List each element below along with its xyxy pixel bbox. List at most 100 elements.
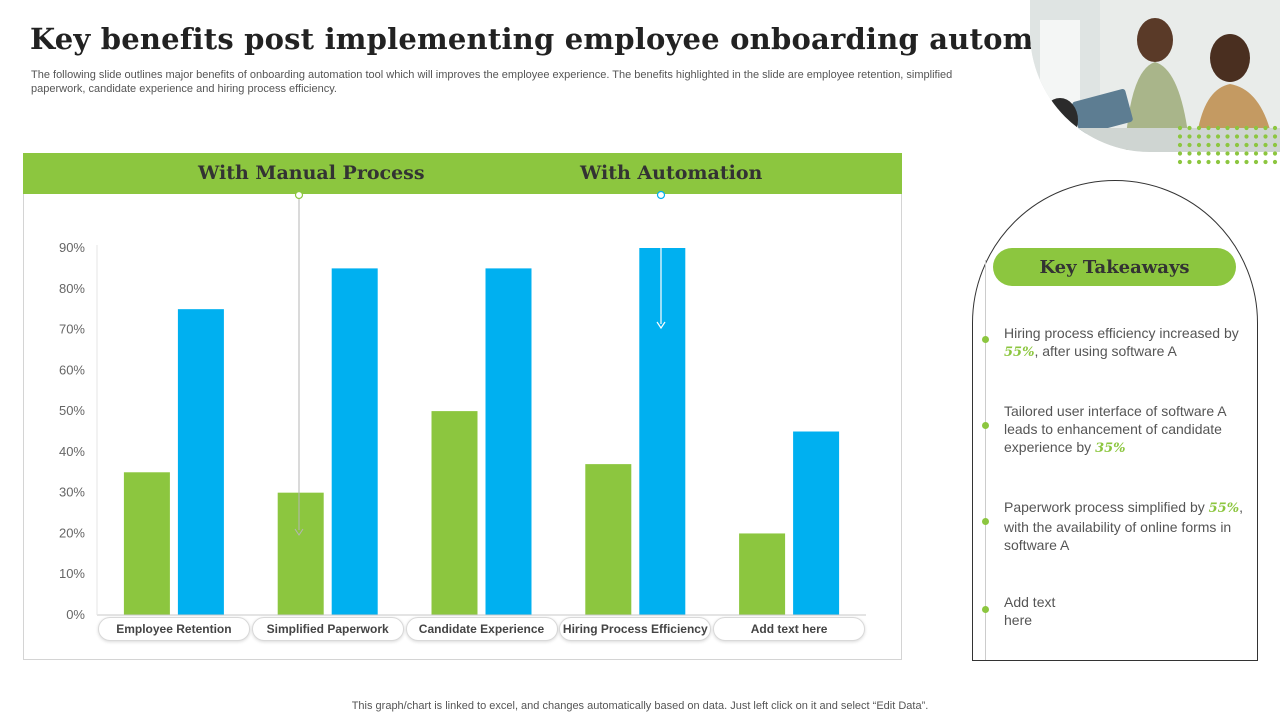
bar-automation[interactable] (177, 309, 224, 615)
bar-manual[interactable] (585, 464, 632, 615)
decor-dot (1206, 125, 1211, 131)
decor-dot (1196, 159, 1202, 165)
takeaway-percent: 35% (1095, 441, 1126, 456)
y-tick-label: 60% (59, 362, 85, 377)
bar-manual[interactable] (123, 472, 170, 615)
decor-dot (1177, 134, 1183, 139)
x-category-label: Add text here (713, 617, 866, 641)
decor-dot (1215, 125, 1221, 131)
decor-dot (1263, 134, 1268, 139)
takeaway-item-4[interactable]: Add text here (1004, 594, 1056, 628)
takeaway-bullet (982, 422, 989, 429)
x-category-label: Employee Retention (97, 617, 250, 641)
decor-dot (1187, 159, 1192, 165)
decor-dot (1244, 159, 1249, 165)
decor-dot (1225, 151, 1230, 156)
dot-pattern-decoration (1177, 125, 1278, 165)
decor-dot (1187, 125, 1192, 131)
x-category-label: Candidate Experience (405, 617, 558, 641)
decor-dot (1244, 151, 1249, 156)
chart-legend-band (23, 153, 902, 194)
decor-dot (1253, 134, 1259, 139)
takeaway-percent: 55% (1004, 345, 1035, 360)
decor-dot (1177, 151, 1183, 156)
legend-manual-process: With Manual Process (198, 162, 425, 184)
decor-dot (1244, 142, 1249, 148)
decor-dot (1234, 151, 1240, 156)
bar-manual[interactable] (739, 533, 786, 615)
y-tick-label: 40% (59, 444, 85, 459)
bar-manual[interactable] (277, 492, 324, 615)
takeaway-percent: 55% (1208, 501, 1240, 516)
decor-dot (1215, 151, 1221, 156)
decor-dot (1187, 142, 1192, 148)
decor-dot (1263, 159, 1268, 165)
decor-dot (1272, 125, 1278, 131)
footnote: This graph/chart is linked to excel, and… (351, 700, 929, 712)
decor-dot (1177, 125, 1183, 131)
y-tick-label: 0% (66, 607, 85, 622)
decor-dot (1263, 125, 1268, 131)
decor-dot (1225, 125, 1230, 131)
bar-automation[interactable] (793, 431, 840, 616)
decor-dot (1244, 125, 1249, 131)
decor-dot (1196, 125, 1202, 131)
decor-dot (1244, 134, 1249, 139)
page-title: Key benefits post implementing employee … (30, 22, 1119, 56)
y-tick-label: 30% (59, 485, 85, 500)
decor-dot (1187, 151, 1192, 156)
decor-dot (1234, 134, 1240, 139)
bar-automation[interactable] (639, 248, 686, 615)
y-tick-label: 50% (59, 403, 85, 418)
legend-connector-automation (656, 190, 666, 330)
bar-automation[interactable] (485, 268, 532, 615)
takeaway-bullet (982, 606, 989, 613)
takeaway-item-3: Paperwork process simplified by 55%, wit… (1004, 499, 1243, 553)
decor-dot (1272, 134, 1278, 139)
y-tick-label: 10% (59, 566, 85, 581)
decor-dot (1234, 159, 1240, 165)
takeaway-item-2: Tailored user interface of software A le… (1004, 403, 1226, 456)
decor-dot (1253, 125, 1259, 131)
decor-dot (1215, 134, 1221, 139)
takeaways-timeline (985, 260, 986, 660)
y-tick-label: 90% (59, 240, 85, 255)
decor-dot (1225, 159, 1230, 165)
x-category-label: Simplified Paperwork (251, 617, 404, 641)
decor-dot (1206, 142, 1211, 148)
decor-dot (1234, 142, 1240, 148)
decor-dot (1272, 142, 1278, 148)
decor-dot (1196, 134, 1202, 139)
legend-connector-manual (294, 190, 304, 536)
takeaway-bullet (982, 518, 989, 525)
y-tick-label: 80% (59, 281, 85, 296)
decor-dot (1177, 142, 1183, 148)
decor-dot (1263, 142, 1268, 148)
decor-dot (1225, 134, 1230, 139)
decor-dot (1263, 151, 1268, 156)
decor-dot (1206, 134, 1211, 139)
decor-dot (1215, 159, 1221, 165)
bar-automation[interactable] (331, 268, 378, 615)
decor-dot (1196, 151, 1202, 156)
decor-dot (1196, 142, 1202, 148)
takeaways-title: Key Takeaways (993, 248, 1236, 286)
decor-dot (1215, 142, 1221, 148)
decor-dot (1272, 159, 1278, 165)
decor-dot (1272, 151, 1278, 156)
takeaway-item-1: Hiring process efficiency increased by 5… (1004, 325, 1239, 360)
decor-dot (1253, 151, 1259, 156)
decor-dot (1187, 134, 1192, 139)
legend-automation: With Automation (580, 162, 763, 184)
y-tick-label: 20% (59, 525, 85, 540)
takeaways-arch-frame (972, 180, 1258, 661)
y-tick-label: 70% (59, 322, 85, 337)
takeaway-bullet (982, 336, 989, 343)
page-subtitle: The following slide outlines major benef… (31, 69, 953, 95)
decor-dot (1206, 159, 1211, 165)
bar-manual[interactable] (431, 411, 478, 615)
decor-dot (1234, 125, 1240, 131)
decor-dot (1206, 151, 1211, 156)
decor-dot (1253, 159, 1259, 165)
